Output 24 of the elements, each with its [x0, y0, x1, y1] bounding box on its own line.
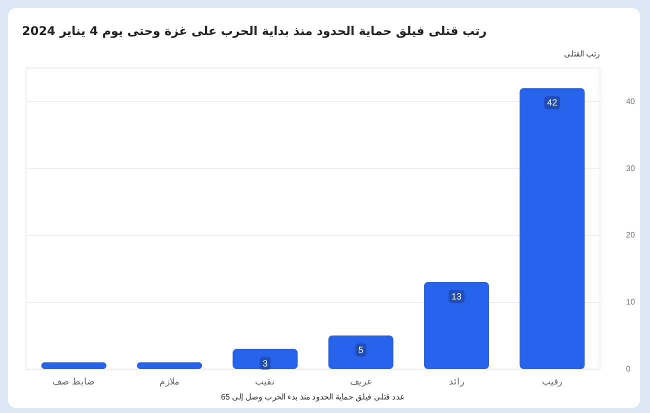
- data-label: 3: [262, 358, 268, 368]
- x-tick-label: نقيب: [255, 376, 276, 386]
- data-label: 42: [547, 98, 558, 108]
- chart-title: رتب قتلى فيلق حماية الحدود منذ بداية الحرب على غزة وحتى يوم 4 يناير 2024: [22, 24, 487, 38]
- y-tick-label: 0: [626, 364, 631, 374]
- data-label: 5: [358, 345, 364, 356]
- x-axis-title: عدد قتلى فيلق حماية الحدود منذ بدء الحرب وصل إلى 65: [220, 392, 406, 402]
- y-axis-title: رتب القتلى: [564, 50, 600, 58]
- y-tick-label: 10: [626, 298, 636, 307]
- y-tick-label: 40: [626, 96, 636, 106]
- bar: [41, 362, 106, 369]
- bar: [232, 348, 298, 369]
- x-tick-label: ضابط صف: [52, 376, 96, 386]
- x-tick-label: ملازم: [160, 376, 180, 388]
- bar: [424, 282, 490, 369]
- bar: [520, 88, 585, 369]
- x-tick-label: رائد: [449, 376, 464, 388]
- y-tick-label: 20: [626, 230, 636, 240]
- x-tick-label: عريف: [350, 376, 372, 388]
- y-tick-label: 30: [626, 164, 636, 173]
- bar: [328, 336, 394, 369]
- data-label: 13: [451, 292, 462, 302]
- bar: [136, 362, 202, 369]
- x-tick-label: رقيب: [542, 376, 562, 388]
